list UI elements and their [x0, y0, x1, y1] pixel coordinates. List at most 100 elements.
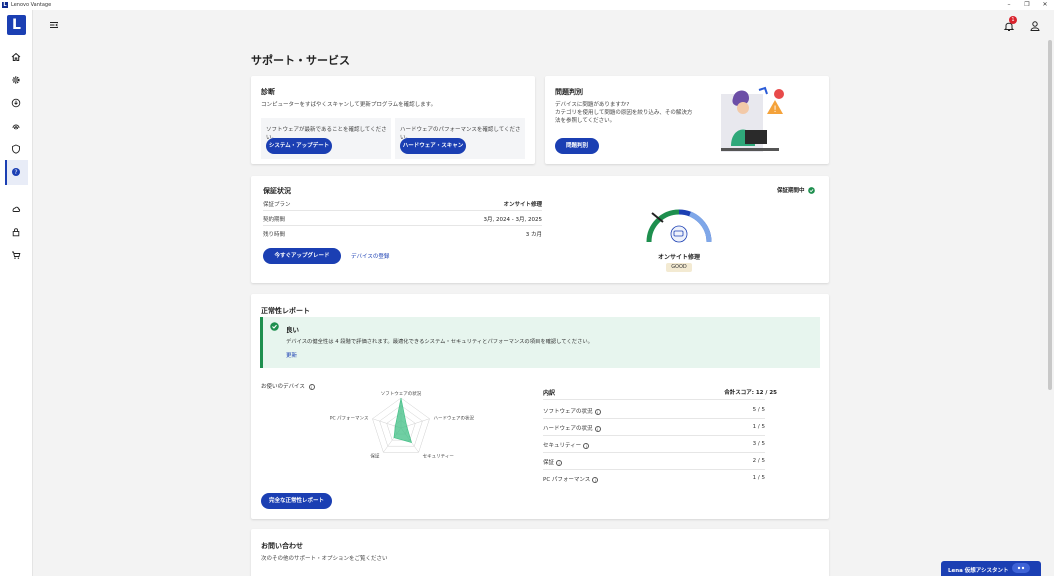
nav-cloud[interactable] — [9, 202, 23, 216]
radar-grid-ring — [372, 397, 430, 453]
gear-icon — [12, 76, 20, 84]
radar-grid-ring — [379, 405, 423, 447]
troubleshoot-line-3: 法を参照してください。 — [555, 118, 616, 124]
page-scrollbar[interactable] — [1048, 40, 1052, 390]
breakdown-label: PC パフォーマンス — [543, 477, 591, 483]
window-title: Lenovo Vantage — [11, 2, 52, 8]
notification-badge: 1 — [1009, 16, 1017, 24]
sidebar: L ? — [0, 10, 33, 576]
health-banner: 良い デバイスの健全性は 4 段階で評価されます。最適化できるシステム・セキュリ… — [260, 317, 820, 368]
info-icon[interactable]: i — [594, 425, 601, 432]
contact-title: お問い合わせ — [261, 542, 303, 550]
breakdown-value: 1 / 5 — [752, 424, 765, 430]
nav-smart-performance[interactable] — [9, 119, 23, 133]
assistant-label: Lena 仮想アシスタント — [948, 568, 1009, 574]
minimize-button[interactable]: – — [1007, 1, 1011, 8]
check-circle-icon — [808, 187, 816, 194]
hardware-scan-button[interactable]: ハードウェア・スキャン — [400, 138, 466, 154]
window-controls: – ❐ ✕ — [1000, 0, 1054, 10]
upgrade-now-button[interactable]: 今すぐアップグレード — [263, 248, 341, 264]
hardware-panel: ハードウェアのパフォーマンスを確認してください。 ハードウェア・スキャン — [395, 118, 525, 159]
nav-store[interactable] — [9, 248, 23, 262]
troubleshoot-line-1: デバイスに問題がありますか? — [555, 102, 630, 108]
breakdown-title: 内訳 — [543, 390, 556, 397]
row-value: オンサイト修理 — [503, 202, 542, 208]
contact-card: お問い合わせ 次のその他のサポート・オプションをご覧ください — [251, 529, 829, 576]
svg-text:?: ? — [14, 169, 17, 176]
title-bar: L Lenovo Vantage – ❐ ✕ — [0, 0, 1054, 10]
system-update-button[interactable]: システム・アップデート — [266, 138, 332, 154]
app-logo-icon: L — [2, 2, 8, 8]
troubleshoot-button[interactable]: 問題判別 — [555, 138, 599, 154]
radar-grid-ring — [386, 412, 416, 441]
warranty-row: 保証プラン オンサイト修理 — [263, 196, 542, 211]
nav-security[interactable] — [9, 142, 23, 156]
nav-device-settings[interactable] — [9, 73, 23, 87]
row-value: 3月, 2024 - 3月, 2025 — [483, 217, 542, 223]
warranty-title: 保証状況 — [263, 187, 291, 195]
software-panel: ソフトウェアが最新であることを確認してください。 システム・アップデート — [261, 118, 391, 159]
health-title: 正常性レポート — [261, 307, 310, 315]
nav-support[interactable]: ? — [9, 165, 23, 179]
info-icon[interactable]: i — [594, 408, 601, 415]
menu-collapse-icon — [50, 22, 58, 28]
page-title: サポート・サービス — [251, 54, 350, 67]
row-value: 3 カ月 — [525, 232, 542, 238]
register-device-link[interactable]: デバイスの登録 — [351, 254, 390, 260]
download-circle-icon — [11, 98, 21, 108]
warranty-card: 保証状況 保証期間中 オンサイト修理 GOOD — [251, 176, 829, 283]
radar-axis-label: 保証 — [370, 452, 379, 459]
total-score: 合計スコア: 12 / 25 — [724, 390, 777, 396]
contact-subtitle: 次のその他のサポート・オプションをご覧ください — [261, 556, 388, 562]
diagnosis-subtitle: コンピューターをすばやくスキャンして更新プログラムを確認します。 — [261, 102, 437, 108]
warranty-gauge — [646, 209, 712, 243]
troubleshoot-card: 問題判別 デバイスに問題がありますか? カテゴリを使用して問題の原因を絞り込み、… — [545, 76, 829, 164]
breakdown-value: 1 / 5 — [752, 475, 765, 481]
breakdown-row: セキュリティー i 3 / 5 — [543, 436, 765, 453]
row-label: 残り時間 — [263, 232, 286, 238]
full-health-report-button[interactable]: 完全な正常性レポート — [261, 493, 332, 509]
info-icon[interactable]: i — [556, 459, 563, 466]
maximize-button[interactable]: ❐ — [1024, 1, 1030, 8]
lenovo-brand-logo[interactable]: L — [7, 15, 26, 35]
health-banner-text: デバイスの健全性は 4 段階で評価されます。最適化できるシステム・セキュリティと… — [286, 339, 593, 345]
info-icon[interactable]: i — [308, 383, 315, 390]
info-icon[interactable]: i — [592, 476, 599, 483]
breakdown-value: 3 / 5 — [752, 441, 765, 447]
user-icon — [1030, 21, 1040, 31]
check-circle-icon — [270, 322, 279, 331]
help-icon: ? — [12, 168, 20, 176]
info-icon[interactable]: i — [583, 442, 590, 449]
troubleshoot-illustration: ! — [721, 86, 784, 152]
breakdown-value: 2 / 5 — [752, 458, 765, 464]
breakdown-divider — [543, 399, 765, 400]
cloud-icon — [12, 206, 21, 212]
row-label: 契約期間 — [263, 217, 286, 223]
warranty-status-label: 保証期間中 — [777, 188, 805, 194]
breakdown-row: 保証 i 2 / 5 — [543, 453, 765, 470]
breakdown-row: ハードウェアの状況 i 1 / 5 — [543, 419, 765, 436]
lock-icon — [12, 228, 20, 237]
breakdown-label: 保証 — [543, 460, 555, 466]
troubleshoot-line-2: カテゴリを使用して問題の原因を絞り込み、その解決方 — [555, 110, 693, 116]
virtual-assistant-button[interactable]: Lena 仮想アシスタント — [941, 561, 1041, 576]
collapse-menu-button[interactable] — [49, 20, 59, 30]
gauge-label: オンサイト修理 — [657, 254, 700, 261]
nav-system-update[interactable] — [9, 96, 23, 110]
fingerprint-icon — [12, 124, 20, 130]
health-refresh-link[interactable]: 更新 — [286, 353, 298, 359]
breakdown-label: セキュリティー — [543, 443, 582, 449]
gauge-badge: GOOD — [666, 263, 692, 272]
health-banner-title: 良い — [286, 326, 299, 334]
row-label: 保証プラン — [263, 202, 291, 208]
nav-home[interactable] — [9, 50, 23, 64]
breakdown-label: ソフトウェアの状況 — [543, 409, 593, 415]
svg-text:!: ! — [773, 105, 777, 115]
close-button[interactable]: ✕ — [1042, 1, 1048, 8]
radar-axis-label: ソフトウェアの状況 — [381, 390, 422, 397]
warranty-row: 契約期間 3月, 2024 - 3月, 2025 — [263, 211, 542, 226]
shield-icon — [12, 144, 20, 154]
nav-lock[interactable] — [9, 225, 23, 239]
account-button[interactable] — [1029, 20, 1041, 32]
